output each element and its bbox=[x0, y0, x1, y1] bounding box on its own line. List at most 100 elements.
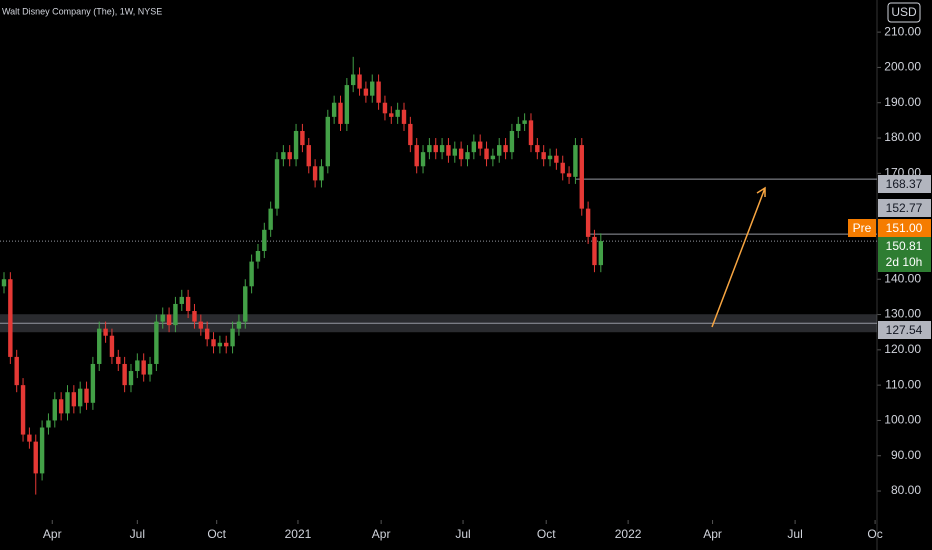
candle-body bbox=[97, 328, 102, 364]
candle-body bbox=[109, 335, 115, 357]
last-price-label: 150.81 bbox=[886, 239, 923, 253]
y-tick-label: 120.00 bbox=[884, 342, 921, 356]
last-price-tag bbox=[878, 237, 931, 272]
candle-body bbox=[503, 145, 508, 153]
candle-body bbox=[484, 148, 489, 160]
y-tick-label: 80.00 bbox=[891, 483, 921, 497]
x-tick-label: Oct bbox=[207, 527, 226, 541]
candle-body bbox=[579, 145, 584, 209]
pre-badge bbox=[848, 219, 876, 237]
candle-body bbox=[281, 152, 286, 160]
candle-body bbox=[160, 314, 165, 322]
candle-body bbox=[439, 145, 445, 153]
candle-body bbox=[338, 102, 343, 124]
candle-body bbox=[401, 109, 407, 124]
y-tick-label: 190.00 bbox=[884, 95, 921, 109]
candle-body bbox=[376, 81, 381, 103]
candle-body bbox=[236, 321, 242, 329]
candle-body bbox=[262, 229, 267, 251]
y-tick-label: 130.00 bbox=[884, 307, 921, 321]
candle-body bbox=[27, 434, 32, 442]
candle-body bbox=[141, 360, 146, 375]
candle-body bbox=[274, 159, 280, 209]
price-tag bbox=[878, 199, 931, 217]
price-tag bbox=[878, 321, 931, 339]
candle-body bbox=[547, 155, 553, 160]
y-tick-label: 210.00 bbox=[884, 24, 921, 38]
candle-body bbox=[325, 116, 331, 167]
candle-body bbox=[249, 261, 254, 287]
candle-body bbox=[516, 123, 521, 131]
candle-body bbox=[433, 145, 438, 153]
candle-body bbox=[116, 356, 121, 364]
candle-body bbox=[293, 130, 299, 160]
y-tick-label: 200.00 bbox=[884, 60, 921, 74]
candle-body bbox=[154, 321, 159, 364]
candle-body bbox=[230, 328, 235, 347]
x-tick-label: 2022 bbox=[615, 527, 642, 541]
candle-body bbox=[477, 141, 483, 149]
candle-body bbox=[300, 130, 305, 146]
candle-body bbox=[528, 120, 534, 146]
candle-body bbox=[20, 385, 26, 435]
candle-body bbox=[58, 399, 64, 414]
candle-body bbox=[554, 155, 559, 163]
candle-body bbox=[522, 120, 527, 124]
candle-body bbox=[560, 162, 565, 174]
candle-body bbox=[103, 328, 108, 336]
candle-body bbox=[446, 145, 451, 156]
candle-body bbox=[541, 152, 546, 160]
candle-body bbox=[389, 113, 394, 117]
candle-body bbox=[471, 141, 477, 153]
candle-body bbox=[39, 427, 45, 474]
candle-body bbox=[255, 250, 261, 262]
candle-body bbox=[458, 148, 464, 160]
candle-body bbox=[395, 109, 400, 117]
candle-body bbox=[90, 363, 96, 403]
price-tags: 168.37 152.77 127.54 Pre 151.00 150.81 2d 10h bbox=[848, 175, 931, 339]
candle-body bbox=[344, 85, 350, 124]
candle-body bbox=[535, 145, 540, 153]
candle-body bbox=[135, 360, 140, 372]
candle-body bbox=[14, 356, 19, 386]
candle-body bbox=[217, 342, 223, 347]
candle-body bbox=[8, 279, 13, 357]
candle-body bbox=[370, 81, 375, 96]
currency-box[interactable] bbox=[887, 2, 921, 23]
x-tick-label: Oc bbox=[867, 527, 882, 541]
candle-body bbox=[414, 145, 419, 167]
candle-body bbox=[312, 166, 318, 181]
candle-body bbox=[33, 441, 38, 474]
candle-body bbox=[173, 303, 178, 326]
candle-body bbox=[357, 74, 362, 89]
y-tick-label: 100.00 bbox=[884, 413, 921, 427]
candle-body bbox=[243, 286, 248, 322]
candle-body bbox=[128, 371, 134, 386]
candle-body bbox=[268, 208, 273, 230]
x-tick-label: Apr bbox=[703, 527, 722, 541]
candle-body bbox=[122, 363, 127, 386]
y-tick-label: 180.00 bbox=[884, 130, 921, 144]
countdown-label: 2d 10h bbox=[886, 255, 923, 269]
candle-body bbox=[46, 420, 51, 428]
candle-body bbox=[1, 279, 7, 287]
price-tag bbox=[878, 219, 931, 237]
candle-body bbox=[198, 321, 204, 329]
candle-body bbox=[408, 123, 413, 146]
candle-body bbox=[319, 166, 324, 181]
price-tag-label: 151.00 bbox=[886, 221, 923, 235]
x-tick-label: Apr bbox=[43, 527, 62, 541]
candle-body bbox=[427, 145, 432, 153]
candle-body bbox=[350, 74, 356, 86]
candle-body bbox=[166, 314, 172, 326]
currency: USD bbox=[891, 5, 917, 19]
candle-body bbox=[211, 339, 216, 347]
candle-body bbox=[65, 392, 70, 414]
x-tick-label: Oct bbox=[537, 527, 556, 541]
candle-body bbox=[331, 102, 337, 117]
candle-body bbox=[573, 145, 578, 177]
candle-body bbox=[71, 392, 77, 407]
candle-body bbox=[566, 173, 572, 177]
